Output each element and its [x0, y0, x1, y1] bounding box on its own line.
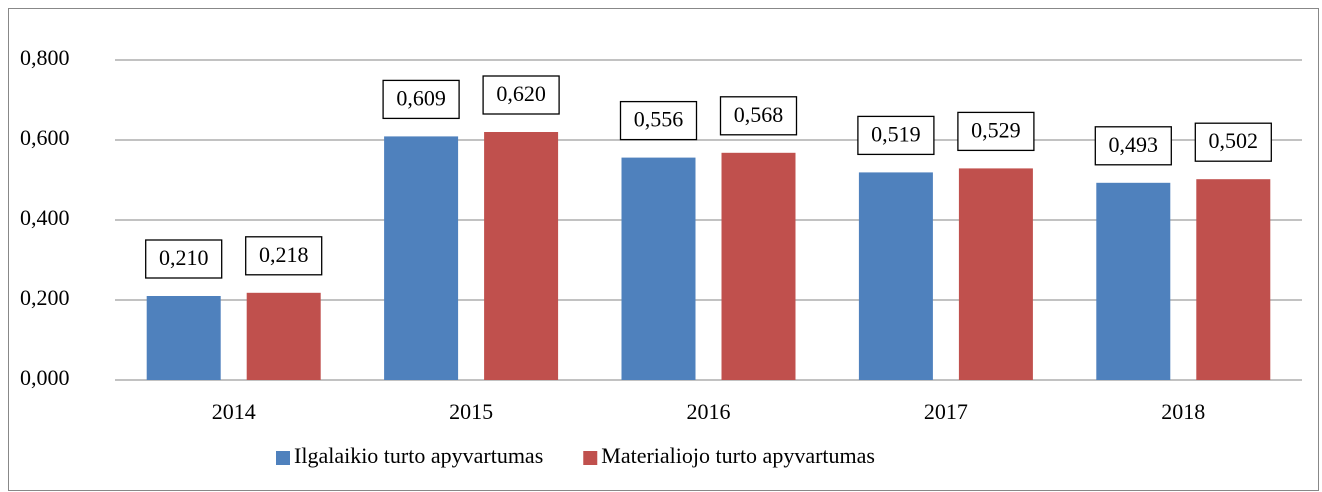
x-tick-label: 2015 — [449, 399, 493, 424]
data-label-box — [1194, 122, 1272, 162]
data-label: 0,556 — [634, 107, 684, 132]
x-tick-label: 2017 — [924, 399, 968, 424]
bar — [858, 172, 933, 380]
data-label: 0,502 — [1209, 128, 1259, 153]
chart-frame — [8, 8, 1319, 491]
bar — [484, 132, 559, 380]
x-tick-label: 2018 — [1161, 399, 1205, 424]
x-tick-label: 2014 — [212, 399, 256, 424]
data-label-box — [382, 79, 460, 120]
bar — [721, 152, 796, 380]
x-tick-label: 2016 — [687, 399, 731, 424]
y-tick-label: 0,400 — [20, 205, 70, 230]
legend-swatch — [583, 451, 598, 465]
data-label: 0,529 — [971, 117, 1021, 142]
data-label-box — [482, 75, 560, 115]
data-label: 0,210 — [159, 245, 209, 270]
bar — [384, 136, 459, 380]
legend-label: Ilgalaikio turto apyvartumas — [294, 443, 543, 468]
data-label-box — [719, 96, 798, 136]
bar — [1196, 179, 1271, 380]
data-label-box — [245, 236, 323, 276]
data-label-box — [619, 100, 698, 141]
data-label-box — [145, 239, 223, 279]
y-tick-label: 0,200 — [20, 285, 70, 310]
data-label: 0,218 — [259, 242, 309, 267]
data-label-box — [957, 111, 1035, 152]
data-label: 0,493 — [1109, 132, 1159, 157]
data-label: 0,519 — [871, 121, 921, 146]
data-label: 0,609 — [396, 85, 446, 110]
data-label-box — [1094, 126, 1172, 166]
data-label: 0,568 — [734, 102, 784, 127]
data-label-box — [857, 115, 935, 156]
y-tick-label: 0,800 — [20, 45, 70, 70]
bar — [246, 292, 321, 380]
bar — [958, 168, 1033, 380]
bar — [146, 296, 221, 380]
bar — [621, 157, 696, 380]
bar — [1096, 182, 1171, 380]
y-tick-label: 0,600 — [20, 125, 70, 150]
data-label: 0,620 — [496, 81, 546, 106]
legend-label: Materialiojo turto apyvartumas — [601, 443, 875, 468]
y-tick-label: 0,000 — [20, 365, 70, 390]
legend-swatch — [276, 451, 290, 465]
